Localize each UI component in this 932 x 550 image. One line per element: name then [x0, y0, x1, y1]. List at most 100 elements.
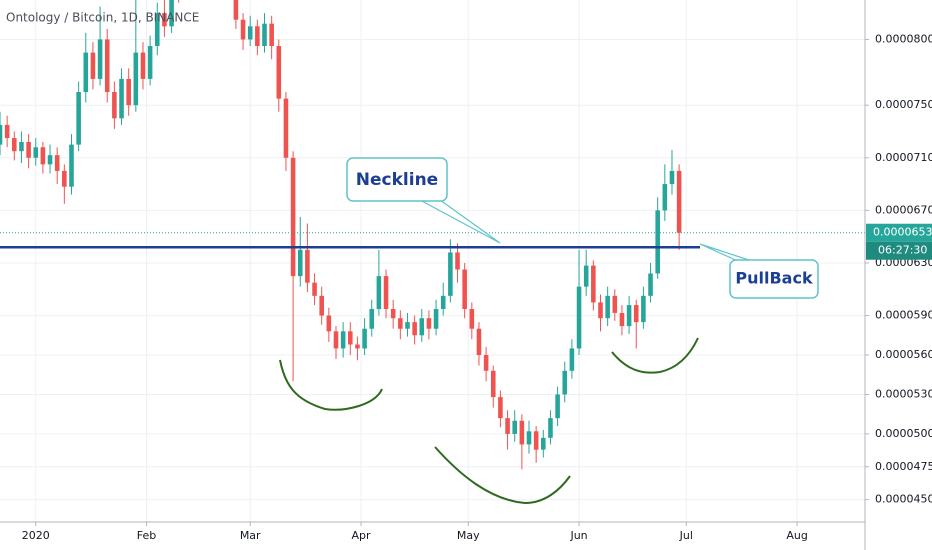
x-tick-label: Apr [351, 529, 371, 542]
candle-body [133, 52, 139, 106]
candle-body [426, 318, 432, 329]
y-tick-label: 0.0000590 [875, 309, 932, 322]
x-tick-label: Aug [786, 529, 807, 542]
candle-body [83, 52, 89, 93]
candle-body [47, 155, 53, 165]
candle-body [662, 184, 668, 211]
neckline-label: Neckline [356, 170, 438, 190]
candle-body [490, 370, 496, 398]
candle-body [297, 249, 303, 277]
candle-body [119, 78, 124, 119]
plot-area [0, 0, 865, 470]
candle-body [476, 328, 482, 356]
candle-body [326, 315, 332, 332]
candle-body [169, 0, 174, 27]
candle-body [612, 295, 618, 313]
neckline-callout [346, 157, 448, 202]
y-tick-label: 0.0000710 [875, 151, 932, 164]
candle-body [340, 331, 346, 349]
candle-body [112, 92, 117, 119]
candle-body [569, 348, 575, 371]
pullback-label: PullBack [735, 269, 813, 288]
candle-body [90, 52, 96, 79]
candle-body [33, 147, 39, 158]
candle-body [12, 138, 17, 152]
candle-body [398, 318, 403, 329]
y-tick-label: 0.0000475 [875, 460, 932, 473]
candle-body [376, 276, 382, 309]
chart-title: Ontology / Bitcoin, 1D, BINANCE [6, 11, 199, 25]
countdown-badge [866, 241, 932, 260]
candle-body [641, 295, 646, 323]
candle-body [405, 322, 410, 329]
candle-body [655, 210, 660, 274]
candle-body [283, 98, 289, 158]
candle-body [247, 26, 253, 40]
candle-body [126, 78, 131, 106]
candle-body [54, 155, 60, 171]
candle-body [383, 276, 389, 309]
y-tick-label: 0.0000750 [875, 98, 932, 111]
y-tick-label: 0.0000560 [875, 348, 932, 361]
candle-body [0, 124, 3, 145]
candle-body [154, 13, 160, 47]
candle-body [333, 331, 339, 349]
countdown-label: 06:27:30 [878, 244, 927, 257]
last-price-label: 0.0000653 [873, 226, 932, 239]
candle-body [162, 13, 167, 27]
candle-body [104, 39, 110, 93]
candle-body [505, 418, 510, 434]
candle-body [390, 308, 396, 319]
candle-body [519, 420, 525, 445]
candle-body [312, 282, 317, 296]
candle-body [555, 394, 560, 419]
candle-body [76, 92, 81, 145]
candle-body [305, 249, 310, 283]
x-tick-label: 2020 [22, 529, 50, 542]
last-price-badge [866, 223, 932, 242]
x-tick-label: May [457, 529, 480, 542]
candle-body [233, 0, 239, 20]
candle-body [440, 295, 446, 309]
grid [0, 0, 865, 522]
candle-body [669, 170, 675, 185]
candle-body [598, 302, 603, 319]
x-tick-label: Jun [569, 529, 587, 542]
candle-body [419, 318, 425, 336]
candle-body [626, 305, 632, 327]
candle-body [69, 144, 74, 187]
candle-body [412, 322, 417, 336]
pullback-callout [729, 259, 819, 299]
axes: 0.0000800 0.0000750 0.0000710 0.0000670 0.00… [22, 32, 932, 542]
candle-body [26, 142, 31, 158]
candle-body [533, 431, 539, 450]
candle-body [255, 26, 260, 47]
candle-body [541, 437, 546, 450]
candle-body [448, 252, 453, 296]
pullback-callout-pointer [699, 243, 756, 263]
candle-body [483, 355, 489, 371]
y-tick-label: 0.0000530 [875, 387, 932, 400]
candle-body [498, 397, 503, 419]
x-tick-label: Mar [240, 529, 261, 542]
candle-body [355, 344, 360, 349]
candle-body [583, 265, 589, 287]
candle-body [433, 308, 439, 329]
candle-body [40, 147, 46, 165]
candle-body [147, 46, 153, 79]
candle-body [676, 170, 682, 233]
candle-body [240, 19, 246, 40]
candle-body [576, 286, 582, 349]
candle-body [462, 269, 467, 309]
candle-body [562, 370, 568, 395]
candle-body [19, 142, 24, 152]
left-shoulder-arc [279, 359, 383, 411]
y-tick-label: 0.0000450 [875, 493, 932, 506]
neckline-callout-pointer [419, 199, 501, 244]
x-tick-label: Jul [679, 529, 693, 542]
y-tick-label: 0.0000500 [875, 427, 932, 440]
head-arc [434, 446, 571, 505]
candle-body [526, 431, 532, 445]
candle-body [362, 328, 367, 349]
